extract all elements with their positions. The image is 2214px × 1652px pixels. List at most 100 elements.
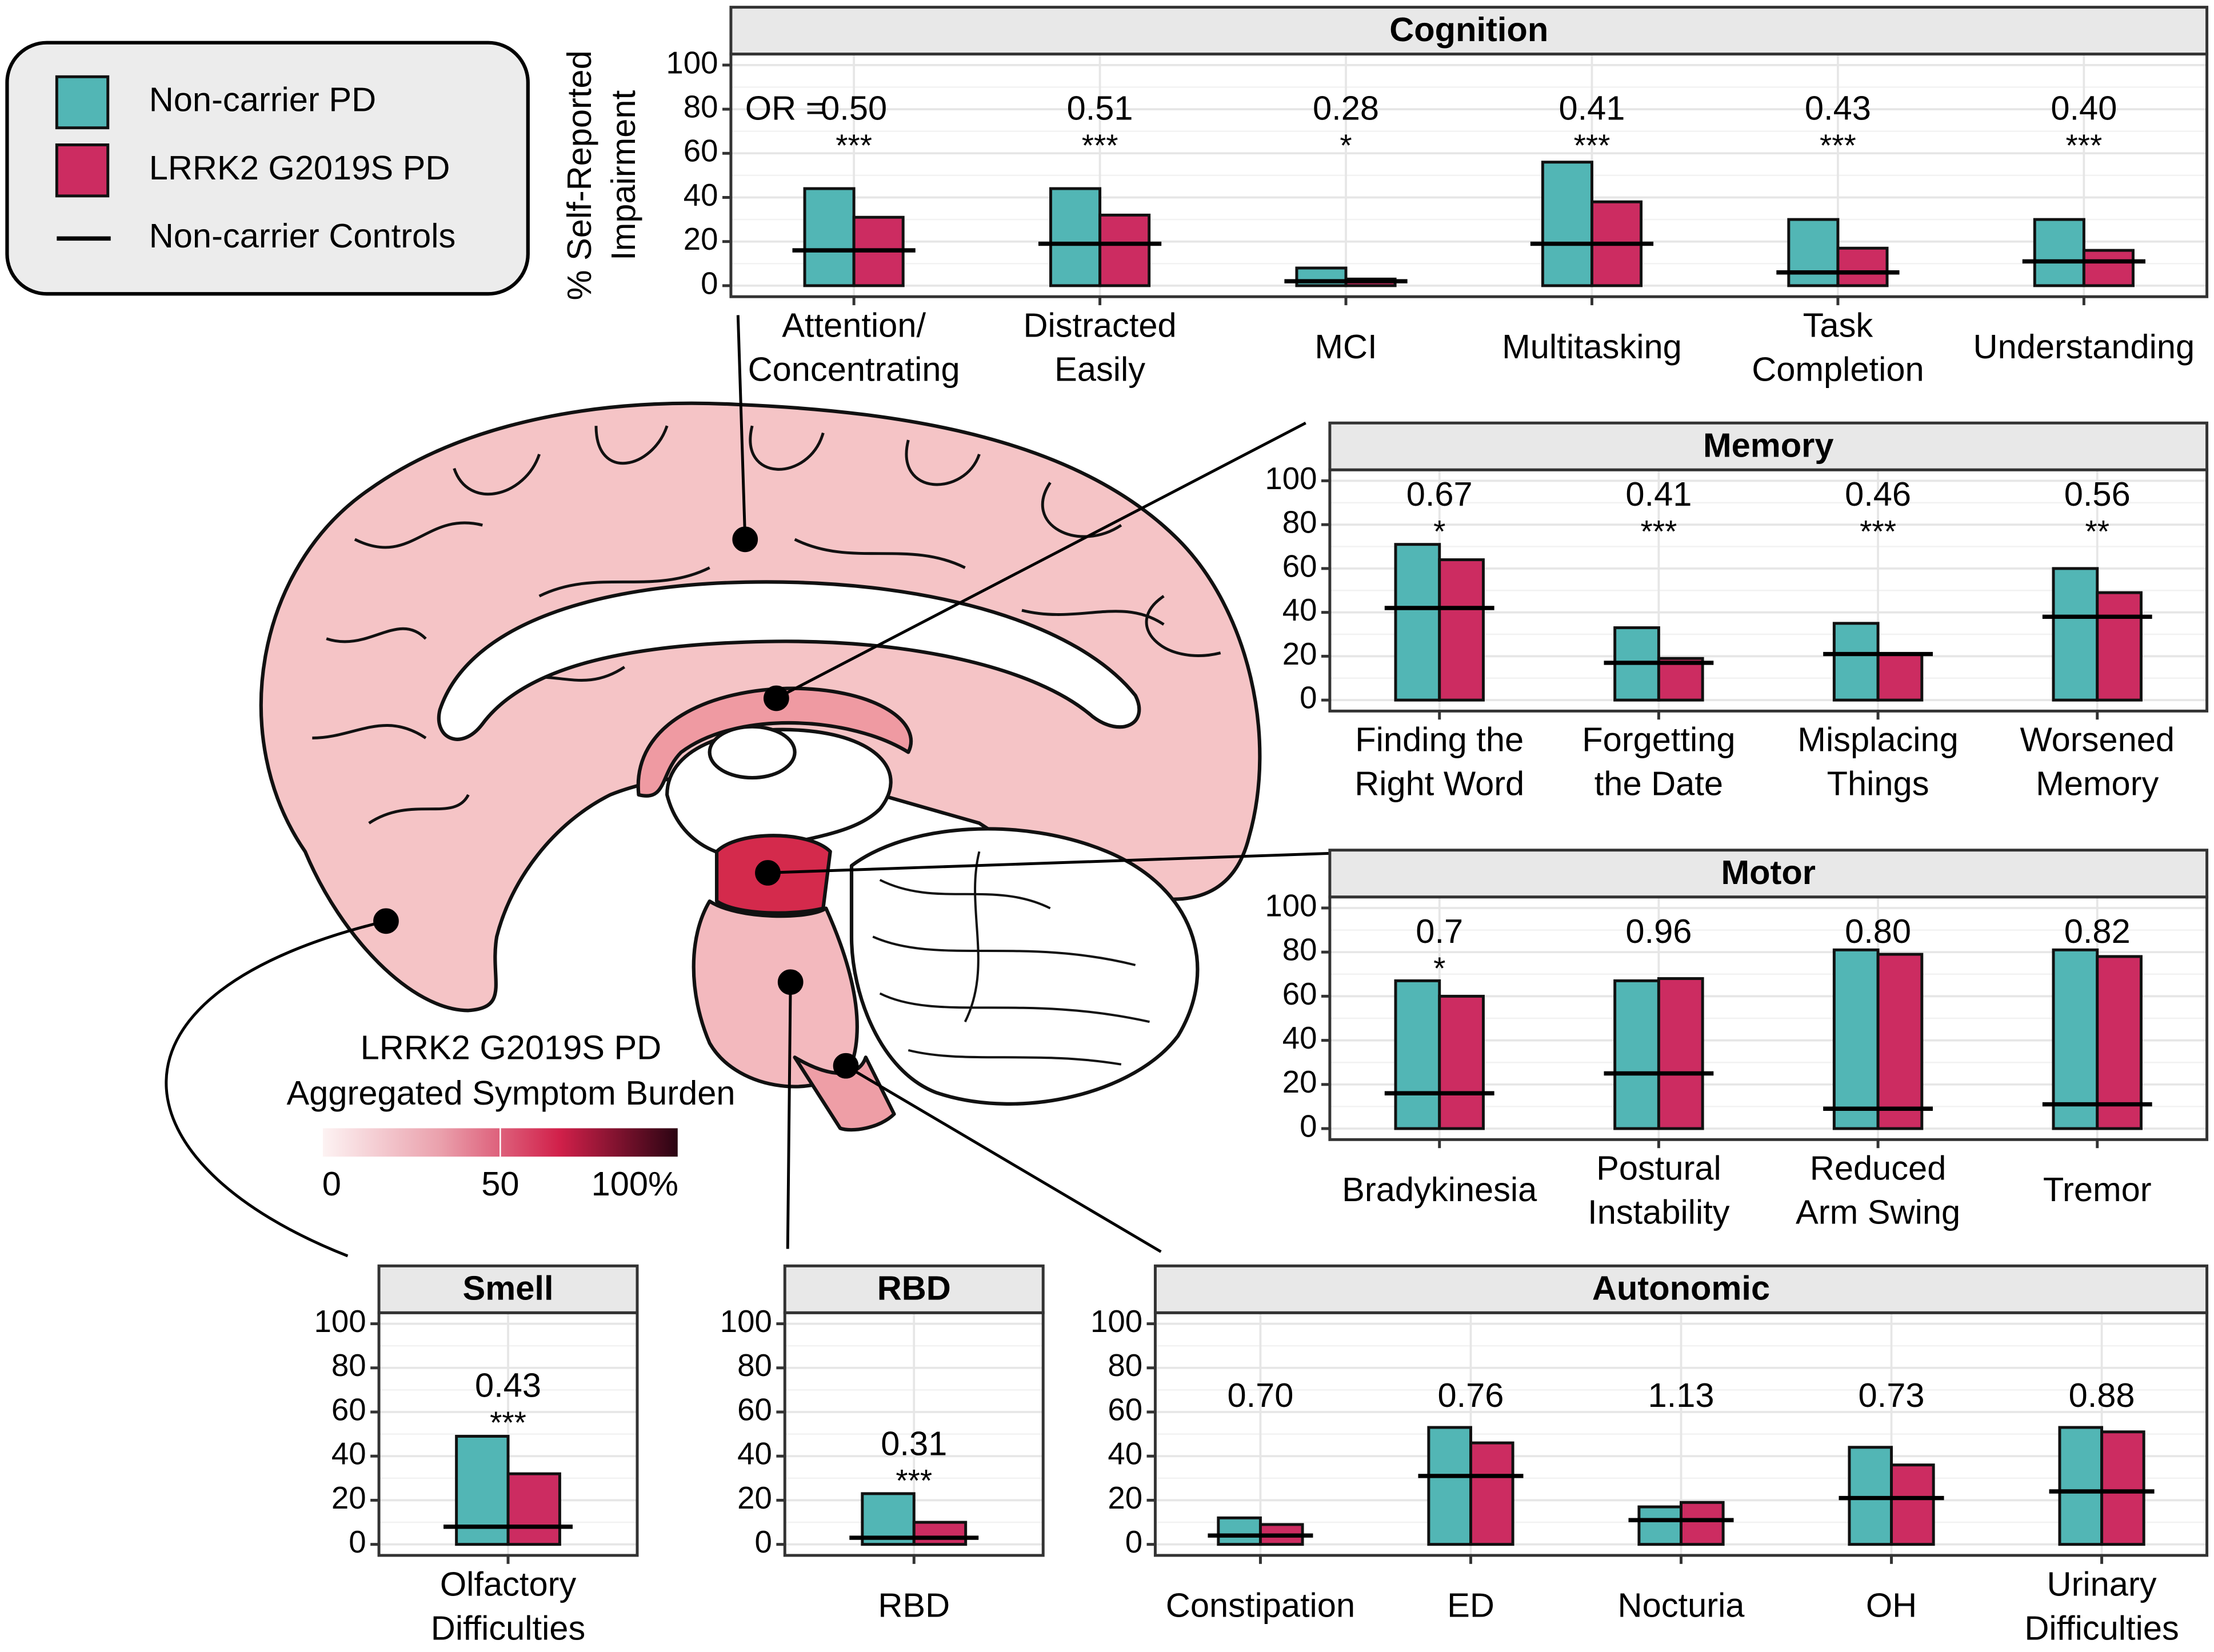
odds-ratio: 0.67 [1406,475,1473,513]
pons [692,899,859,1089]
y-tick-label: 20 [1108,1481,1142,1515]
significance: * [1433,951,1445,986]
odds-ratio: 0.56 [2064,475,2131,513]
bar [2033,218,2085,287]
y-axis-title: % Self-Reported [560,50,598,300]
region-dot [373,908,399,934]
y-tick-label: 80 [1282,933,1317,967]
y-tick-label: 0 [1125,1525,1142,1559]
odds-ratio: 0.82 [2064,912,2131,950]
y-axis-title: Impairment [604,90,642,260]
x-tick-label: Concentrating [748,350,960,389]
panel-strip [1153,1264,2209,1314]
significance: *** [1574,128,1610,163]
odds-ratio: 0.51 [1067,89,1133,127]
x-tick-label: Easily [1054,350,1145,389]
x-tick-label: Understanding [1973,327,2195,366]
x-tick-label: OH [1866,1586,1917,1625]
legend-swatch [55,75,110,130]
x-tick-label: Tremor [2043,1170,2152,1209]
colorbar-title: LRRK2 G2019S PD [361,1029,662,1067]
y-tick-label: 60 [331,1392,366,1427]
y-tick-label: 80 [1108,1348,1142,1383]
legend-label: LRRK2 G2019S PD [149,149,450,187]
x-tick-label: Bradykinesia [1342,1170,1537,1209]
bar [1427,1426,1472,1546]
x-tick-label: MCI [1314,327,1377,366]
bar [2100,1430,2145,1546]
y-tick-label: 100 [1265,888,1317,923]
bar [506,1472,561,1546]
bar [1848,1446,1893,1546]
x-tick-label: Multitasking [1502,327,1682,366]
y-tick-label: 40 [1108,1437,1142,1471]
bar [1394,543,1441,702]
gyri [312,425,1221,825]
colorbar-tick-label: 50 [481,1165,519,1203]
bar [1637,1505,1683,1546]
bar [1541,161,1593,287]
significance: * [1340,128,1352,163]
panel-strip [1328,849,2209,899]
x-tick-label: Finding the [1355,721,1524,759]
bar [1680,1501,1725,1546]
y-tick-label: 20 [1282,637,1317,671]
connector [776,422,1306,700]
y-tick-label: 80 [331,1348,366,1383]
y-tick-label: 60 [1108,1392,1142,1427]
bar [2096,591,2143,702]
significance: * [1433,514,1445,549]
connector [766,851,1341,874]
legend-label: Non-carrier PD [149,81,376,119]
x-tick-label: Nocturia [1618,1586,1745,1625]
y-tick-label: 80 [1282,505,1317,540]
y-tick-label: 0 [701,266,718,301]
odds-ratio: 0.40 [2051,89,2117,127]
odds-ratio: 0.28 [1313,89,1379,127]
y-tick-label: 60 [1282,549,1317,583]
x-tick-label: Attention/ [782,306,926,345]
y-tick-label: 40 [1282,1021,1317,1055]
odds-ratio: 0.43 [1805,89,1871,127]
odds-ratio: 0.70 [1227,1376,1293,1414]
region-dot [764,685,789,711]
panel-title: RBD [877,1269,951,1307]
x-tick-label: Instability [1588,1193,1730,1231]
y-tick-label: 0 [349,1525,366,1559]
y-tick-label: 20 [737,1481,772,1515]
x-tick-label: Misplacing [1797,721,1959,759]
region-dot [732,526,758,553]
x-tick-label: Right Word [1354,765,1524,803]
connector [786,982,792,1249]
significance: *** [2065,128,2102,163]
bar [1657,657,1704,702]
bar [1049,187,1102,287]
x-tick-label: Distracted [1023,306,1176,345]
x-tick-label: ED [1447,1586,1494,1625]
brain-illustration [259,401,1262,1132]
cerebellum-folia [872,851,1150,1066]
bar [2082,249,2135,287]
y-tick-label: 20 [331,1481,366,1515]
bar [803,187,856,287]
y-tick-label: 100 [666,45,718,80]
corpus-callosum [437,580,1141,741]
cerebellum [849,827,1200,1106]
y-tick-label: 60 [1282,977,1317,1011]
x-tick-label: Constipation [1166,1586,1355,1625]
significance: ** [2085,514,2109,549]
panel-strip [377,1264,639,1314]
colorbar-title: Aggregated Symptom Burden [286,1074,735,1112]
odds-ratio: 0.73 [1859,1376,1925,1414]
panel-title: Smell [463,1269,554,1307]
colorbar-tick-label: 0 [322,1165,341,1203]
x-tick-label: the Date [1594,765,1723,803]
bar [912,1521,968,1546]
bar [1832,948,1880,1130]
significance: *** [896,1463,932,1498]
x-tick-label: Arm Swing [1796,1193,1960,1231]
region-dot [777,969,804,995]
significance: *** [1641,514,1677,549]
x-tick-label: Things [1827,765,1929,803]
y-tick-label: 40 [684,178,718,213]
